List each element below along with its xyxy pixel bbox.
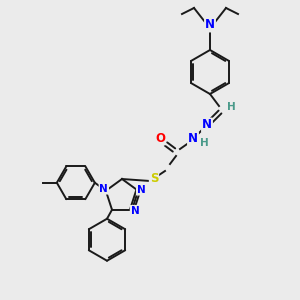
Text: N: N xyxy=(202,118,212,131)
Text: O: O xyxy=(155,131,165,145)
Text: N: N xyxy=(130,206,140,216)
Text: N: N xyxy=(205,19,215,32)
Text: S: S xyxy=(150,172,158,184)
Text: N: N xyxy=(137,185,146,195)
Text: N: N xyxy=(100,184,108,194)
Text: N: N xyxy=(188,133,198,146)
Text: H: H xyxy=(226,102,236,112)
Text: H: H xyxy=(200,138,208,148)
